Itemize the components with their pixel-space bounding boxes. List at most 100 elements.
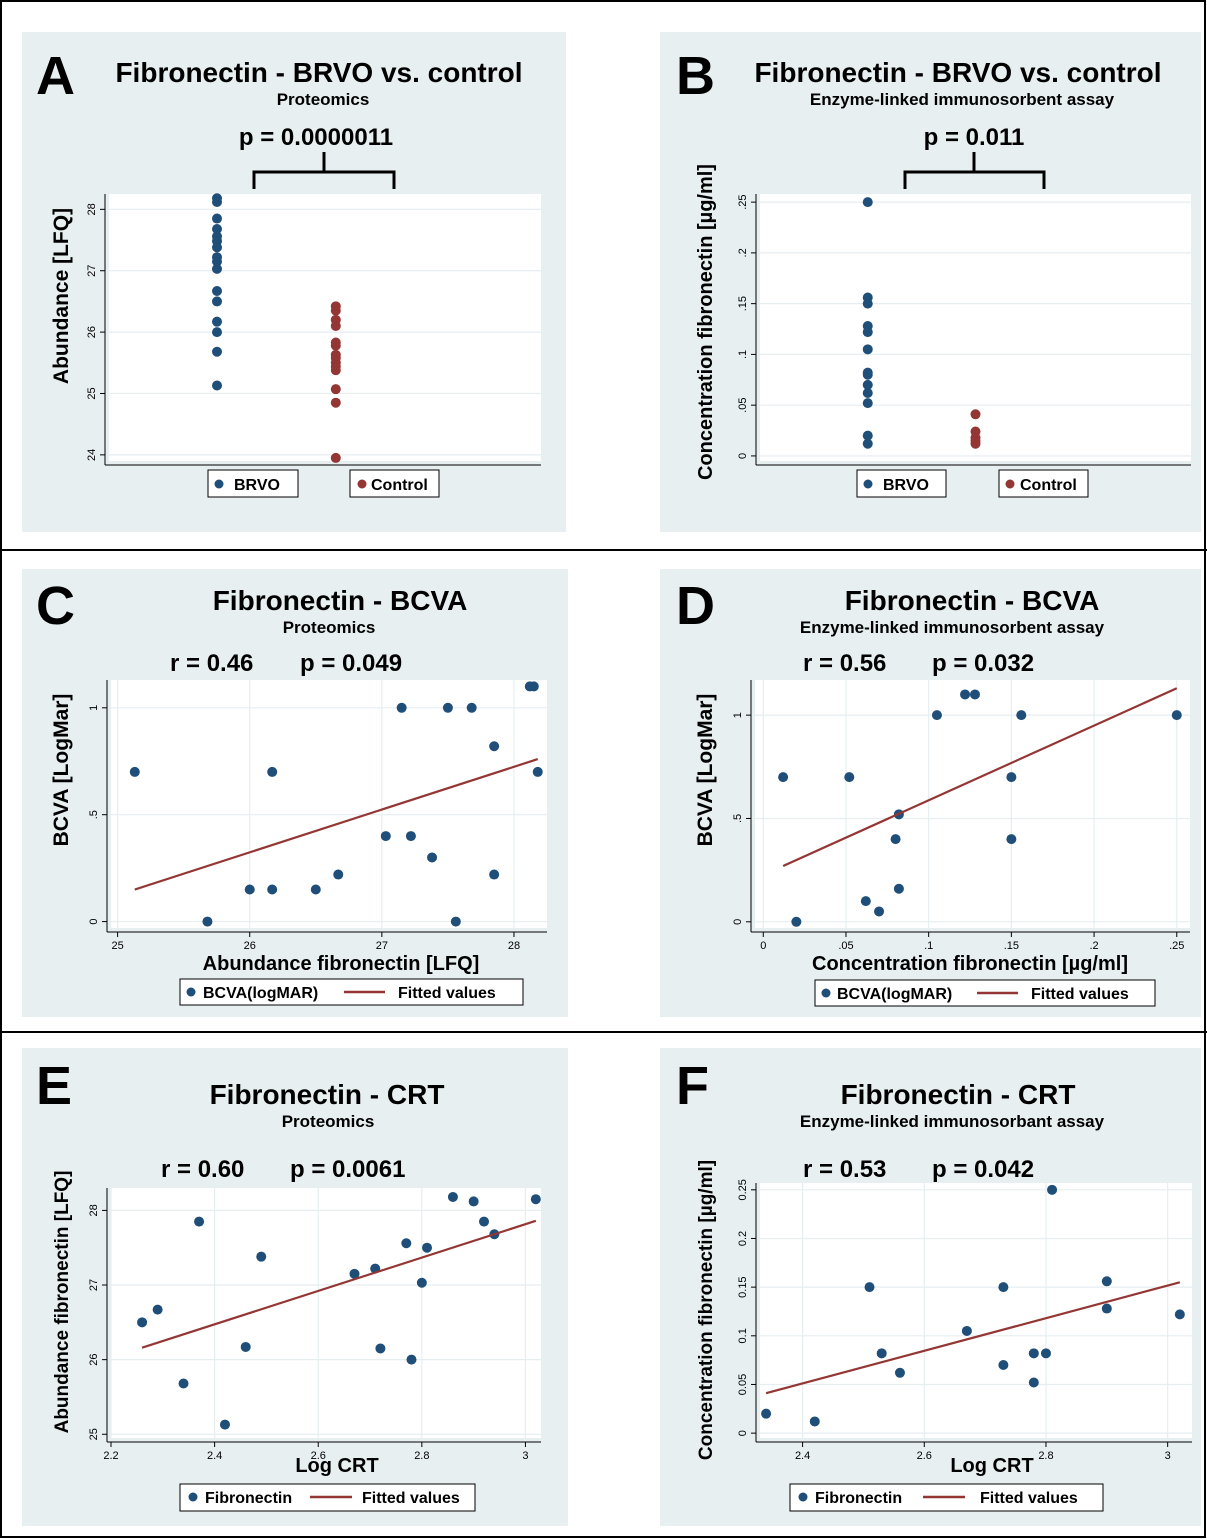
panel-b-point-brvo	[862, 327, 873, 338]
panel-e-plot-area	[111, 1188, 541, 1438]
panel-e-title: Fibronectin - CRT	[210, 1079, 445, 1110]
panel-d-legend-label-points: BCVA(logMAR)	[837, 986, 952, 1003]
panel-e-point	[416, 1277, 427, 1288]
panel-e-y-axis-label: Abundance fibronectin [LFQ]	[52, 1171, 73, 1434]
panel-a-point-control	[330, 452, 341, 463]
panel-a-point-brvo	[212, 263, 222, 274]
panel-f-plot-area	[760, 1183, 1192, 1438]
panel-f-title: Fibronectin - CRT	[841, 1079, 1076, 1110]
panel-d-letter: D	[676, 576, 715, 636]
panel-c-legend-label-fit: Fitted values	[398, 985, 496, 1002]
panel-f-point	[961, 1325, 972, 1336]
panel-e-subtitle: Proteomics	[282, 1112, 375, 1131]
panel-c-point	[333, 869, 344, 880]
panel-f-point	[1101, 1276, 1112, 1287]
panel-a-title: Fibronectin - BRVO vs. control	[115, 57, 522, 88]
panel-c-y-tick-label: .5	[88, 810, 100, 819]
panel-a-point-brvo	[212, 196, 222, 207]
panel-f-x-tick-label: 3	[1165, 1450, 1171, 1462]
panel-a-p-value: p = 0.0000011	[239, 124, 393, 151]
panel-f-y-tick-label: 0.25	[737, 1179, 749, 1200]
panel-d-x-tick-label: .2	[1089, 940, 1098, 952]
panel-f-y-tick-label: 0.2	[737, 1231, 749, 1246]
panel-c-legend: BCVA(logMAR) Fitted values	[179, 978, 524, 1006]
panel-c-legend-label-points: BCVA(logMAR)	[203, 985, 318, 1002]
panel-d-point	[791, 916, 802, 927]
panel-f-y-axis-label: Concentration fibronectin [µg/ml]	[696, 1160, 717, 1460]
panel-f-point	[1028, 1377, 1039, 1388]
panel-d-point	[778, 772, 789, 783]
panel-d-x-axis-label: Concentration fibronectin [µg/ml]	[812, 953, 1128, 975]
panel-a-point-brvo	[212, 223, 222, 234]
panel-f-point	[998, 1360, 1009, 1371]
panel-c-point	[129, 766, 140, 777]
panel-c-x-axis-label: Abundance fibronectin [LFQ]	[203, 953, 480, 975]
panel-d-point	[1016, 710, 1027, 721]
panel-d-y-tick-label: 0	[732, 919, 744, 925]
panel-d-x-tick-label: 0	[760, 940, 766, 952]
panel-e-point	[530, 1194, 541, 1205]
panel-a-legend: BRVO Control	[207, 469, 440, 498]
panel-a-y-tick-label: 28	[86, 203, 98, 215]
panel-a-y-tick-label: 24	[86, 449, 98, 461]
panel-c-r-value: r = 0.46	[170, 650, 253, 677]
panel-b-point-brvo	[862, 430, 873, 441]
panel-e-point	[406, 1354, 417, 1365]
panel-e-point	[479, 1216, 490, 1227]
panel-e-legend-label-fit: Fitted values	[362, 1490, 460, 1507]
panel-b-point-control	[970, 409, 981, 420]
panel-a-significance-bracket	[252, 152, 396, 189]
panel-c-x-tick-label: 25	[111, 940, 123, 952]
panel-a-point-brvo	[212, 242, 222, 253]
panel-c: C Fibronectin - BCVA Proteomics r = 0.46…	[22, 569, 568, 1017]
panel-c-x-tick-label: 27	[376, 940, 388, 952]
panel-a-subtitle: Proteomics	[277, 90, 370, 109]
panel-a-point-brvo	[212, 256, 222, 267]
panel-d-subtitle: Enzyme-linked immunosorbent assay	[800, 618, 1105, 637]
panel-f-y-tick-label: 0	[737, 1430, 749, 1436]
panel-f-x-axis-label: Log CRT	[950, 1455, 1033, 1477]
panel-a-y-axis-label: Abundance [LFQ]	[50, 208, 73, 384]
panel-f-point	[809, 1416, 820, 1427]
panel-e-x-axis-label: Log CRT	[295, 1455, 378, 1477]
panel-a-point-control	[330, 340, 341, 351]
panel-b-point-brvo	[862, 398, 873, 409]
panel-b-subtitle: Enzyme-linked immunosorbent assay	[810, 90, 1115, 109]
panel-e-legend-label-points: Fibronectin	[205, 1490, 292, 1507]
panel-d-point	[969, 689, 980, 700]
panel-d-y-axis-label: BCVA [LogMar]	[694, 694, 717, 847]
panel-a-legend-label-control: Control	[371, 477, 428, 494]
panel-f-letter: F	[676, 1056, 709, 1116]
panel-b-y-tick-label: 0	[737, 453, 749, 459]
panel-b-point-control	[970, 438, 981, 449]
panel-f-point	[1101, 1303, 1112, 1314]
panel-c-fitted-line	[134, 758, 539, 891]
panel-b-title: Fibronectin - BRVO vs. control	[754, 57, 1161, 88]
panel-d-legend-label-fit: Fitted values	[1031, 986, 1129, 1003]
panel-e-point	[375, 1343, 386, 1354]
panel-e-point	[256, 1251, 267, 1262]
panel-c-point	[405, 831, 416, 842]
panel-d-plot: 0 .5 1 0 .05 .1 .15 .2 .25	[732, 680, 1190, 952]
panel-a-point-brvo	[212, 327, 222, 338]
panel-a-y-tick-label: 27	[86, 265, 98, 277]
panel-b-y-tick-label: .2	[737, 248, 749, 257]
panel-b-point-brvo	[862, 369, 873, 380]
panel-b-point-brvo	[862, 344, 873, 355]
panel-b-y-tick-label: .1	[737, 350, 749, 359]
panel-d-legend: BCVA(logMAR) Fitted values	[814, 979, 1156, 1007]
panel-a-point-control	[330, 365, 341, 376]
panel-f: F Fibronectin - CRT Enzyme-linked immuno…	[660, 1048, 1201, 1526]
panel-e-x-tick-label: 2.6	[311, 1450, 326, 1462]
panel-d-point	[1171, 710, 1182, 721]
panel-d-x-tick-label: .05	[838, 940, 853, 952]
panel-a-point-brvo	[212, 296, 222, 307]
panel-e: E Fibronectin - CRT Proteomics r = 0.60 …	[22, 1048, 568, 1526]
panel-c-point	[528, 681, 539, 692]
panel-b: B Fibronectin - BRVO vs. control Enzyme-…	[660, 32, 1201, 532]
panel-d-point	[860, 896, 871, 907]
panel-b-legend-label-brvo: BRVO	[883, 477, 929, 494]
panel-e-y-tick-label: 25	[88, 1428, 100, 1440]
panel-a-point-control	[330, 305, 341, 316]
